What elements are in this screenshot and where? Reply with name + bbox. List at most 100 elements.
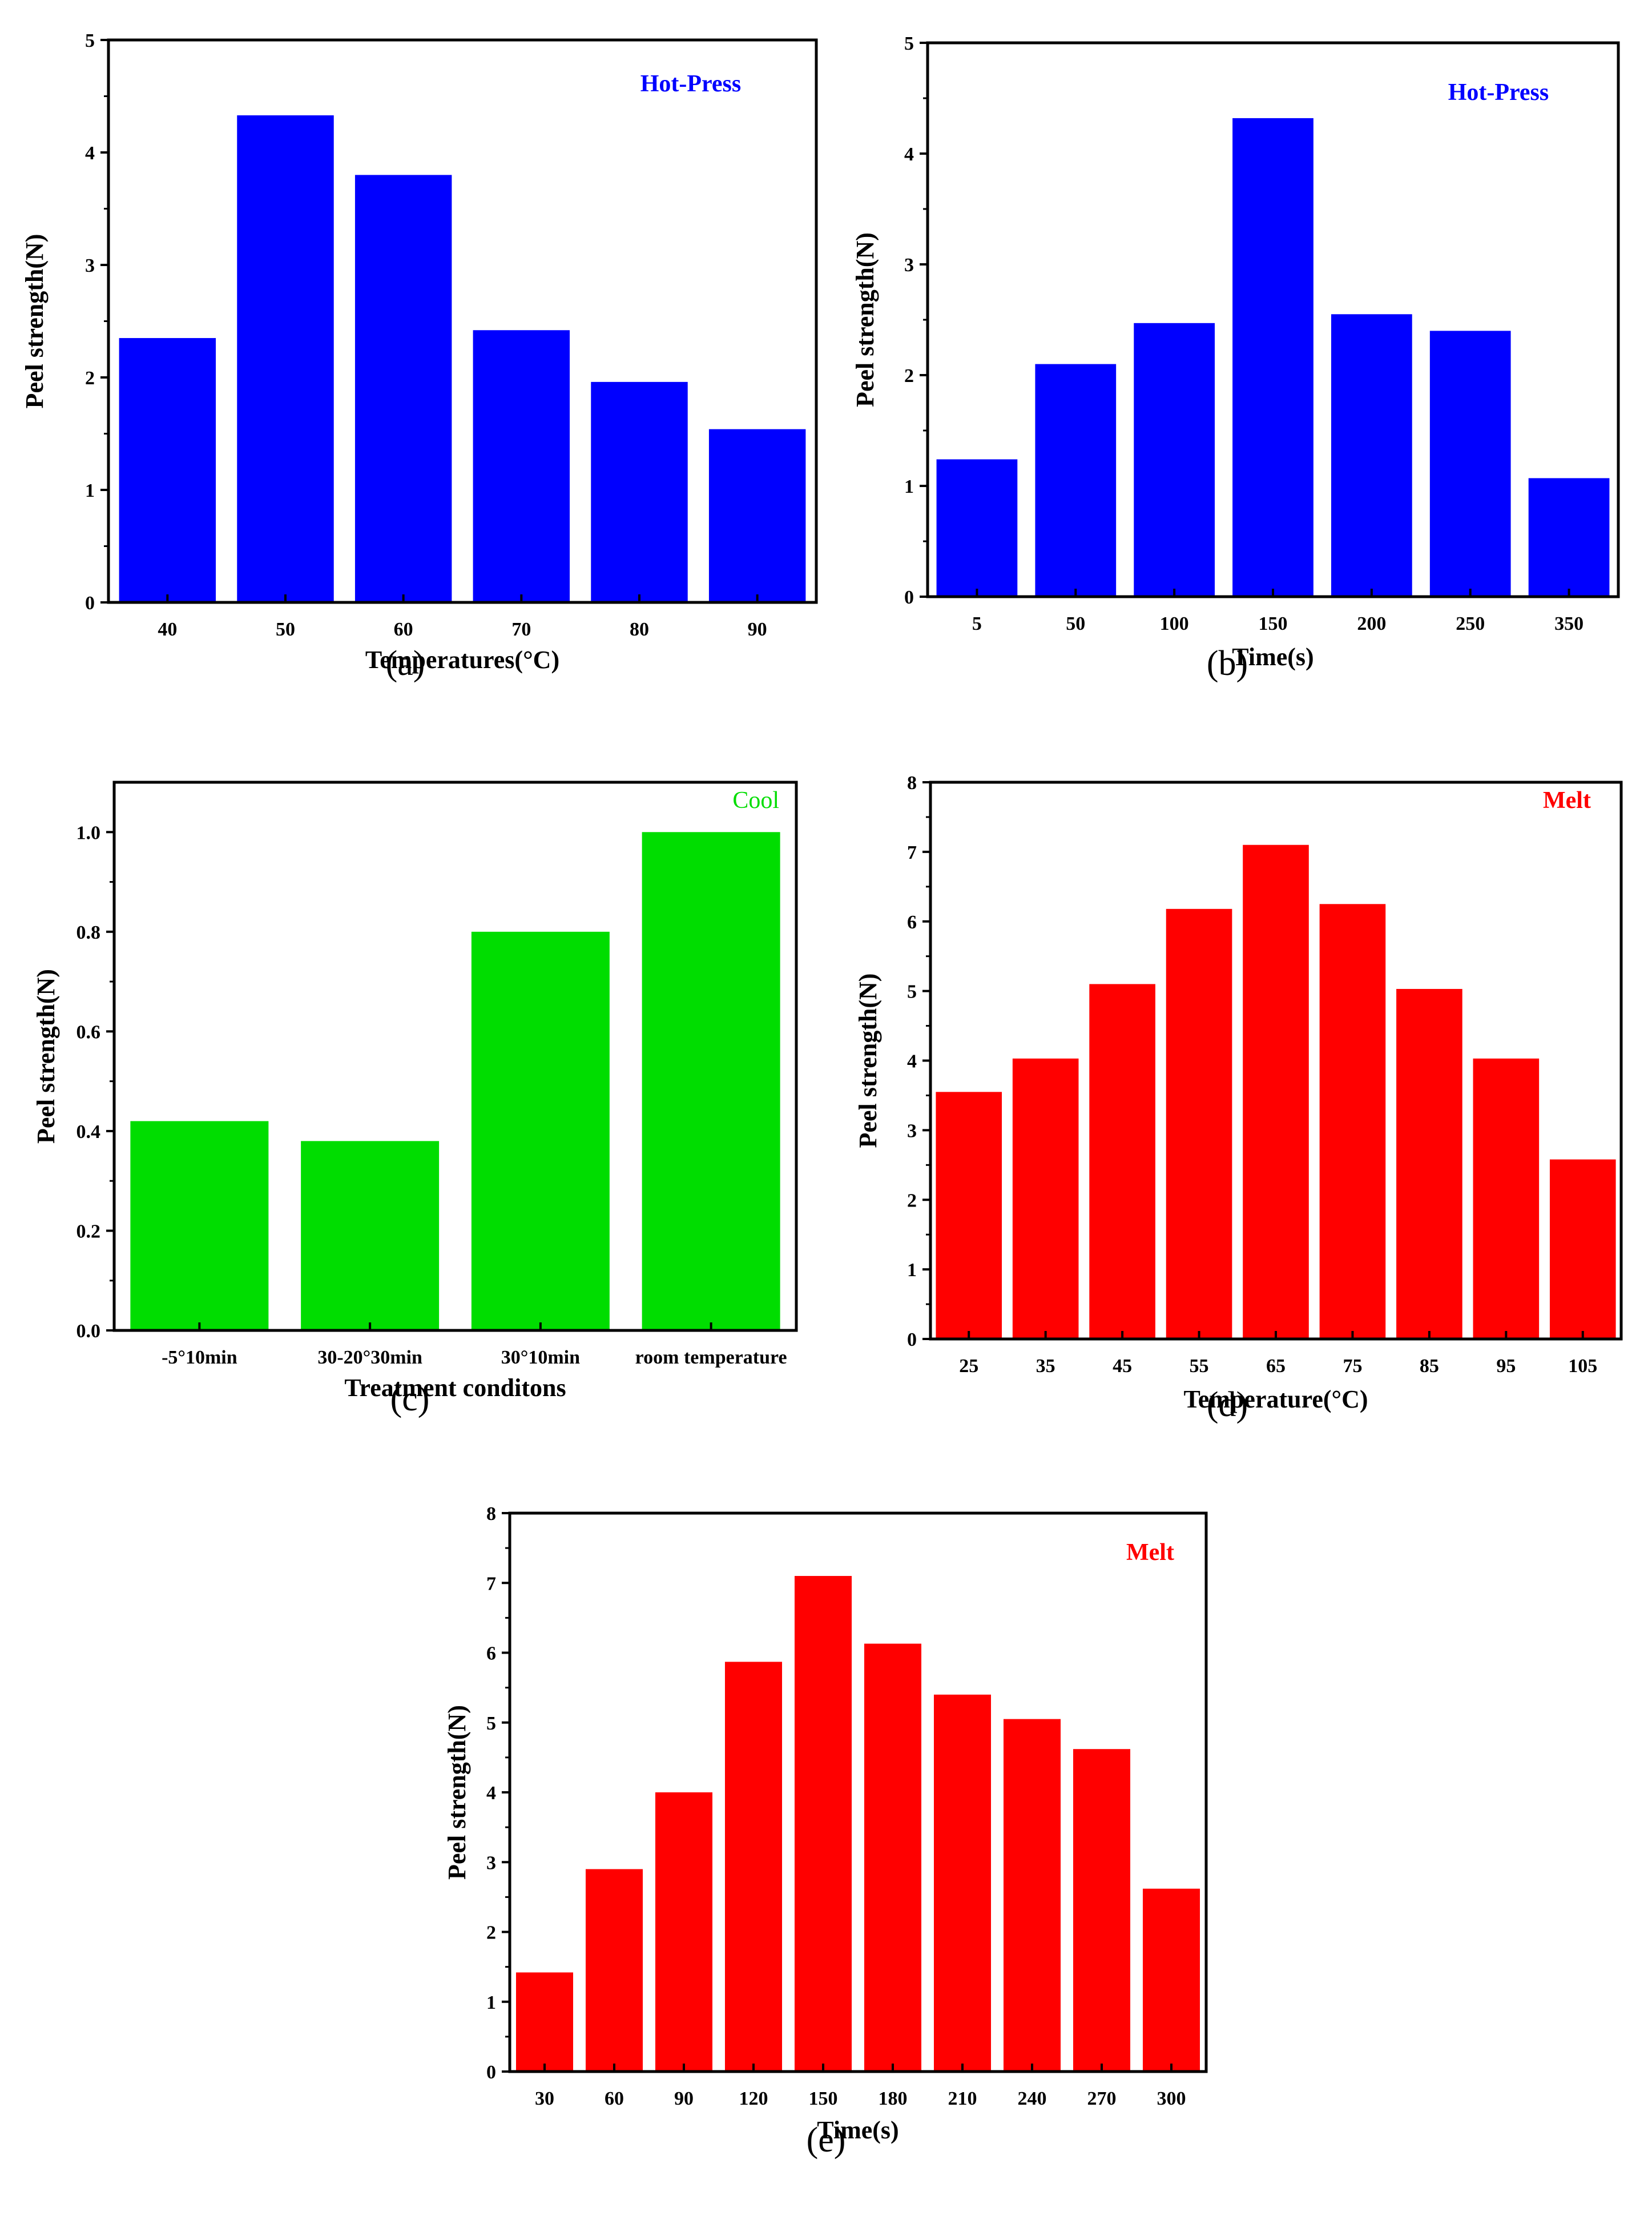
x-tick-label-c-1: 30-20°30min — [317, 1347, 422, 1368]
y-tick-label-e-7: 7 — [486, 1573, 496, 1594]
x-tick-label-c-3: room temperature — [635, 1347, 787, 1368]
y-tick-label-e-8: 8 — [486, 1503, 496, 1525]
x-tick-label-b-4: 200 — [1357, 613, 1386, 634]
y-axis-title-e: Peel strength(N) — [443, 1705, 471, 1880]
y-axis-title-d: Peel strength(N) — [854, 974, 882, 1148]
y-tick-label-c-3: 0.6 — [76, 1022, 101, 1043]
y-tick-label-d-2: 2 — [907, 1190, 917, 1211]
bar-a-5 — [708, 429, 806, 602]
x-tick-label-d-4: 65 — [1266, 1356, 1286, 1377]
panel-label-e: (e) — [807, 2121, 846, 2159]
x-axis-title-e: Time(s) — [817, 2116, 898, 2144]
bar-b-1 — [1035, 364, 1117, 597]
y-tick-label-a-1: 1 — [85, 480, 95, 501]
x-tick-label-a-1: 50 — [276, 619, 295, 640]
y-tick-label-d-5: 5 — [907, 982, 917, 1003]
y-axis-title-b: Peel strength(N) — [851, 232, 879, 407]
x-tick-label-e-2: 90 — [674, 2088, 694, 2109]
x-tick-label-b-6: 350 — [1554, 613, 1583, 634]
x-tick-label-b-3: 150 — [1259, 613, 1288, 634]
y-tick-label-e-1: 1 — [486, 1992, 496, 2013]
y-tick-label-a-0: 0 — [85, 593, 95, 614]
y-tick-label-c-4: 0.8 — [76, 922, 101, 943]
x-tick-label-d-5: 75 — [1343, 1356, 1362, 1377]
x-tick-label-d-1: 35 — [1036, 1356, 1055, 1377]
y-tick-label-d-8: 8 — [907, 773, 917, 794]
x-tick-label-b-5: 250 — [1456, 613, 1485, 634]
bar-c-1 — [301, 1141, 440, 1330]
bar-d-3 — [1166, 908, 1232, 1339]
bar-b-6 — [1528, 478, 1610, 597]
bar-c-3 — [642, 832, 780, 1330]
y-tick-label-d-3: 3 — [907, 1120, 917, 1141]
y-tick-label-e-0: 0 — [486, 2062, 496, 2083]
bar-d-2 — [1089, 984, 1155, 1339]
x-tick-label-a-2: 60 — [394, 619, 413, 640]
x-tick-label-e-9: 300 — [1157, 2088, 1186, 2109]
y-tick-label-b-1: 1 — [904, 476, 914, 497]
bar-a-3 — [473, 330, 570, 602]
bar-b-2 — [1134, 323, 1215, 597]
y-tick-label-d-0: 0 — [907, 1329, 917, 1350]
bar-b-3 — [1232, 118, 1313, 597]
x-tick-label-e-5: 180 — [879, 2088, 908, 2109]
bar-e-5 — [864, 1643, 922, 2072]
bar-a-0 — [119, 338, 216, 602]
x-axis-title-b: Time(s) — [1232, 643, 1313, 671]
y-tick-label-a-5: 5 — [85, 30, 95, 51]
y-tick-label-c-0: 0.0 — [76, 1321, 101, 1342]
x-tick-label-d-0: 25 — [959, 1356, 978, 1377]
bar-e-0 — [515, 1972, 574, 2072]
bar-c-0 — [130, 1121, 269, 1330]
x-tick-label-e-4: 150 — [809, 2088, 838, 2109]
bar-e-1 — [585, 1869, 643, 2072]
x-tick-label-a-0: 40 — [158, 619, 177, 640]
x-tick-label-c-0: -5°10min — [162, 1347, 237, 1368]
y-axis-title-c: Peel strength(N) — [32, 969, 60, 1144]
bar-e-7 — [1003, 1719, 1061, 2072]
x-tick-label-b-1: 50 — [1066, 613, 1085, 634]
y-tick-label-b-0: 0 — [904, 587, 914, 608]
y-tick-label-e-6: 6 — [486, 1643, 496, 1664]
y-tick-label-d-4: 4 — [907, 1051, 917, 1072]
y-tick-label-b-2: 2 — [904, 365, 914, 387]
series-tag-e: Melt — [1126, 1539, 1174, 1566]
bar-c-2 — [471, 931, 610, 1330]
y-tick-label-a-4: 4 — [85, 143, 95, 164]
x-tick-label-d-2: 45 — [1113, 1356, 1132, 1377]
x-axis-title-d: Temperature(°C) — [1183, 1385, 1368, 1413]
y-tick-label-c-1: 0.2 — [76, 1221, 101, 1242]
x-axis-title-c: Treatment conditons — [344, 1374, 566, 1402]
bar-e-4 — [794, 1576, 852, 2072]
y-tick-label-b-4: 4 — [904, 144, 914, 165]
x-tick-label-d-3: 55 — [1190, 1356, 1209, 1377]
chart-e: 0 1 2 3 4 5 6 7 8 30 60 90 120 150 180 210 240 270 300 Time… — [443, 1503, 1208, 2159]
x-axis-title-a: Temperatures(°C) — [365, 646, 559, 674]
y-tick-label-e-3: 3 — [486, 1852, 496, 1873]
y-tick-label-a-3: 3 — [85, 255, 95, 276]
panel-label-a: (a) — [386, 644, 425, 683]
x-tick-label-e-6: 210 — [948, 2088, 977, 2109]
series-tag-c: Cool — [732, 787, 779, 814]
y-tick-label-e-5: 5 — [486, 1713, 496, 1734]
panel-label-c: (c) — [390, 1380, 430, 1418]
series-tag-a: Hot-Press — [640, 71, 742, 97]
bar-a-2 — [354, 175, 452, 602]
bar-a-4 — [591, 381, 688, 602]
x-tick-label-c-2: 30°10min — [501, 1347, 580, 1368]
x-tick-label-e-7: 240 — [1018, 2088, 1047, 2109]
x-tick-label-e-3: 120 — [739, 2088, 768, 2109]
bar-b-0 — [936, 459, 1018, 597]
y-axis-title-a: Peel strength(N) — [21, 234, 49, 409]
x-tick-label-d-7: 95 — [1496, 1356, 1516, 1377]
y-tick-label-b-3: 3 — [904, 255, 914, 276]
chart-b: 0 1 2 3 4 5 5 50 100 150 200 250 350 Time(s) Peel stre… — [851, 33, 1620, 683]
chart-c: 0.0 0.2 0.4 0.6 0.8 1.0 -5°10min 30-20°30min 30°… — [32, 781, 798, 1418]
y-tick-label-a-2: 2 — [85, 368, 95, 389]
x-tick-label-a-3: 70 — [511, 619, 531, 640]
y-tick-label-d-6: 6 — [907, 912, 917, 933]
bar-e-3 — [724, 1662, 783, 2072]
x-tick-label-d-6: 85 — [1420, 1356, 1439, 1377]
bar-b-4 — [1331, 314, 1412, 597]
x-tick-label-b-0: 5 — [972, 613, 982, 634]
